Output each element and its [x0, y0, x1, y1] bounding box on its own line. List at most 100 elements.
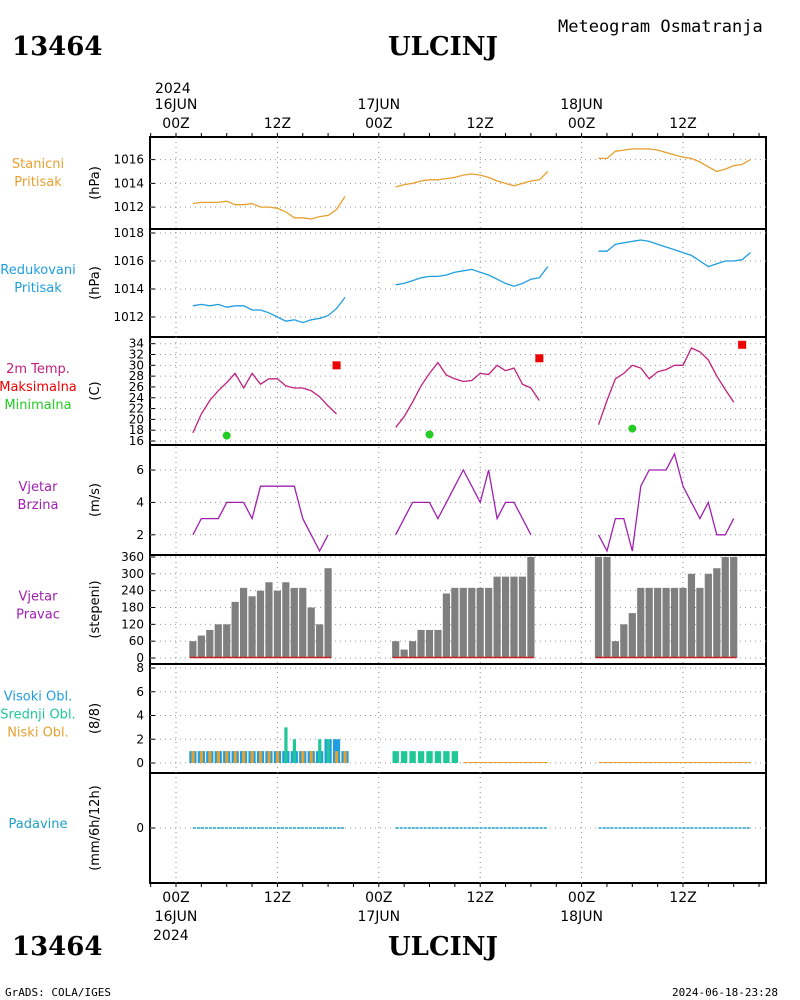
y-tick-label: 4 [136, 709, 144, 723]
cloud-low-bar [343, 751, 347, 763]
series-line [395, 171, 549, 188]
wind-dir-bar [197, 635, 205, 658]
time-label-top: 12Z [466, 116, 493, 132]
cloud-low-bar [191, 751, 195, 763]
y-tick-label: 1016 [113, 254, 144, 268]
time-label-top: 00Z [162, 116, 189, 132]
y-tick-label: 1014 [113, 176, 144, 190]
footer-credit: GrADS: COLA/IGES [5, 986, 111, 999]
y-tick-label: 26 [129, 380, 144, 394]
wind-dir-bar [206, 629, 214, 658]
y-tick-label: 20 [129, 412, 144, 426]
cloud-low-bar [309, 751, 313, 763]
series-line [192, 196, 346, 220]
station-name-bottom: ULCINJ [388, 932, 498, 962]
wind-dir-bar [628, 613, 636, 658]
panel-label: Pravac [16, 608, 60, 623]
y-tick-label: 180 [121, 601, 144, 615]
series-line [192, 485, 329, 553]
time-label-bottom: 00Z [162, 890, 189, 906]
cloud-low-bar [275, 751, 280, 763]
wind-dir-bar [493, 576, 501, 658]
wind-dir-bar [307, 607, 315, 658]
cloud-mid-bar [409, 751, 416, 763]
wind-dir-bar [687, 573, 696, 658]
wind-dir-bar [316, 624, 324, 658]
year-bottom: 2024 [153, 928, 189, 944]
station-name-top: ULCINJ [388, 32, 498, 62]
cloud-low-bar [259, 751, 263, 763]
y-tick-label: 30 [129, 358, 144, 372]
y-tick-label: 2 [136, 528, 144, 542]
date-label-top: 16JUN [155, 97, 198, 113]
date-label-bottom: 16JUN [155, 909, 198, 925]
y-tick-label: 24 [129, 391, 144, 405]
cloud-mid-bar [392, 751, 399, 763]
wind-dir-bar [645, 587, 653, 658]
wind-dir-bar [730, 557, 738, 658]
wind-dir-bar [409, 641, 417, 658]
wind-dir-bar [434, 629, 442, 658]
wind-dir-bar [265, 582, 273, 658]
y-axis-label: (m/s) [88, 483, 103, 517]
wind-dir-bar [256, 590, 265, 658]
y-tick-label: 28 [129, 369, 144, 383]
y-tick-label: 0 [136, 821, 144, 835]
time-label-top: 00Z [365, 116, 392, 132]
y-tick-label: 120 [121, 617, 144, 631]
y-tick-label: 0 [136, 756, 144, 770]
series-line [192, 372, 337, 434]
wind-dir-bar [392, 641, 400, 658]
date-label-bottom: 17JUN [357, 909, 400, 925]
year-top: 2024 [155, 81, 191, 97]
series-line [598, 148, 751, 173]
min-temp-marker [628, 424, 637, 433]
wind-dir-bar [476, 587, 484, 658]
panels-group: 00Z 00Z 12Z 12Z 00Z 00Z 12Z 12Z 00Z 00Z 12Z 12Z 16JU… [0, 97, 767, 925]
wind-dir-bar [696, 587, 704, 658]
meteogram-title: Meteogram Osmatranja [558, 17, 763, 37]
date-label-top: 18JUN [560, 97, 603, 113]
wind-dir-bar [223, 624, 231, 658]
series-line [597, 347, 735, 426]
cloud-low-bar [292, 739, 296, 763]
panel-label: Brzina [18, 498, 59, 513]
y-tick-label: 300 [121, 567, 144, 581]
station-id-bottom: 13464 [12, 932, 102, 962]
wind-dir-bar [442, 593, 450, 658]
time-label-top: 00Z [568, 116, 595, 132]
wind-dir-bar [459, 587, 467, 658]
wind-dir-bar [679, 587, 687, 658]
cloud-low-bar [242, 751, 246, 763]
series-line [597, 452, 735, 553]
y-axis-label: (C) [88, 381, 103, 400]
max-temp-marker [535, 354, 544, 363]
series-line [395, 361, 540, 428]
cloud-mid-bar [434, 751, 442, 763]
wind-dir-bar [417, 629, 425, 658]
y-tick-label: 16 [129, 434, 144, 448]
time-label-top: 12Z [264, 116, 291, 132]
y-tick-label: 1012 [113, 200, 144, 214]
cloud-mid-bar [443, 751, 450, 763]
wind-dir-bar [594, 557, 603, 658]
y-tick-label: 4 [136, 495, 144, 509]
series-line [192, 297, 346, 324]
panel-label: Minimalna [4, 398, 71, 413]
panel-label: Niski Obl. [7, 726, 69, 741]
wind-dir-bar [240, 587, 248, 658]
wind-dir-bar [273, 590, 281, 658]
cloud-low-bar [225, 751, 229, 763]
cloud-low-bar [318, 739, 322, 763]
panel-label: 2m Temp. [6, 362, 70, 377]
time-label-bottom: 00Z [568, 890, 595, 906]
wind-dir-bar [451, 587, 459, 658]
wind-dir-bar [501, 576, 510, 658]
min-temp-marker [222, 431, 231, 440]
y-axis-label: (hPa) [88, 166, 103, 200]
wind-dir-bar [231, 601, 239, 658]
cloud-mid-bar [426, 751, 433, 763]
y-axis-label: (hPa) [88, 266, 103, 300]
date-label-bottom: 18JUN [560, 909, 603, 925]
